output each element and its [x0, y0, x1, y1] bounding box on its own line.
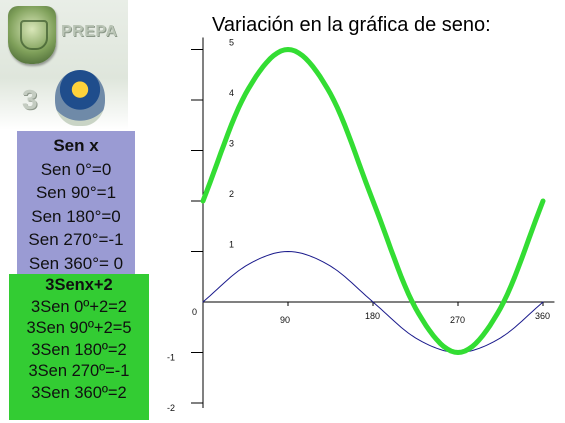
three-sen-line-0: 3Sen 0º+2=2 — [31, 297, 127, 316]
sen-line-0: Sen 0°=0 — [40, 159, 112, 179]
sen-values-box: Sen x Sen 0°=0 Sen 90°=1 Sen 180°=0 Sen … — [17, 131, 135, 274]
three-sen-line-360: 3Sen 360º=2 — [31, 383, 127, 402]
x-tick-label: 360 — [535, 311, 550, 321]
header-banner: PREPA 3 — [0, 0, 128, 130]
three-sen-line-270: 3Sen 270º=-1 — [28, 362, 130, 380]
y-tick-label: 2 — [229, 189, 234, 199]
x-tick-label: 180 — [365, 311, 380, 321]
y-tick-label: 1 — [229, 240, 234, 250]
prepa-label: PREPA — [61, 23, 118, 40]
three-sen-heading: 3Senx+2 — [45, 276, 113, 294]
chart-title: Variación en la gráfica de seno: — [212, 14, 491, 36]
sen-line-90: Sen 90°=1 — [35, 183, 117, 202]
sen-line-360: Sen 360°= 0 — [28, 253, 124, 273]
y-tick-label: 5 — [229, 38, 234, 48]
y-tick-label: 3 — [229, 139, 234, 149]
sen-line-270: Sen 270°=-1 — [28, 230, 124, 249]
prepa-number-label: 3 — [22, 84, 38, 115]
series-line-3senx-plus-2 — [200, 47, 546, 355]
three-sen-line-90: 3Sen 90º+2=5 — [26, 319, 132, 337]
three-sen-values-box: 3Senx+2 3Sen 0º+2=2 3Sen 90º+2=5 3Sen 18… — [9, 274, 149, 420]
y-tick-label: -1 — [167, 353, 175, 363]
sen-line-180: Sen 180°=0 — [31, 206, 121, 226]
x-tick-label: 270 — [450, 315, 465, 325]
y-tick-label: 4 — [229, 88, 234, 98]
eagle-emblem-logo — [55, 70, 105, 126]
series-line-senx — [202, 251, 544, 353]
x-tick-label: 90 — [280, 315, 290, 325]
sen-heading: Sen x — [53, 136, 99, 155]
school-crest-logo — [8, 6, 56, 64]
origin-label: 0 — [192, 307, 197, 317]
y-tick-label: -2 — [167, 403, 175, 413]
three-sen-line-180: 3Sen 180º=2 — [31, 340, 127, 359]
